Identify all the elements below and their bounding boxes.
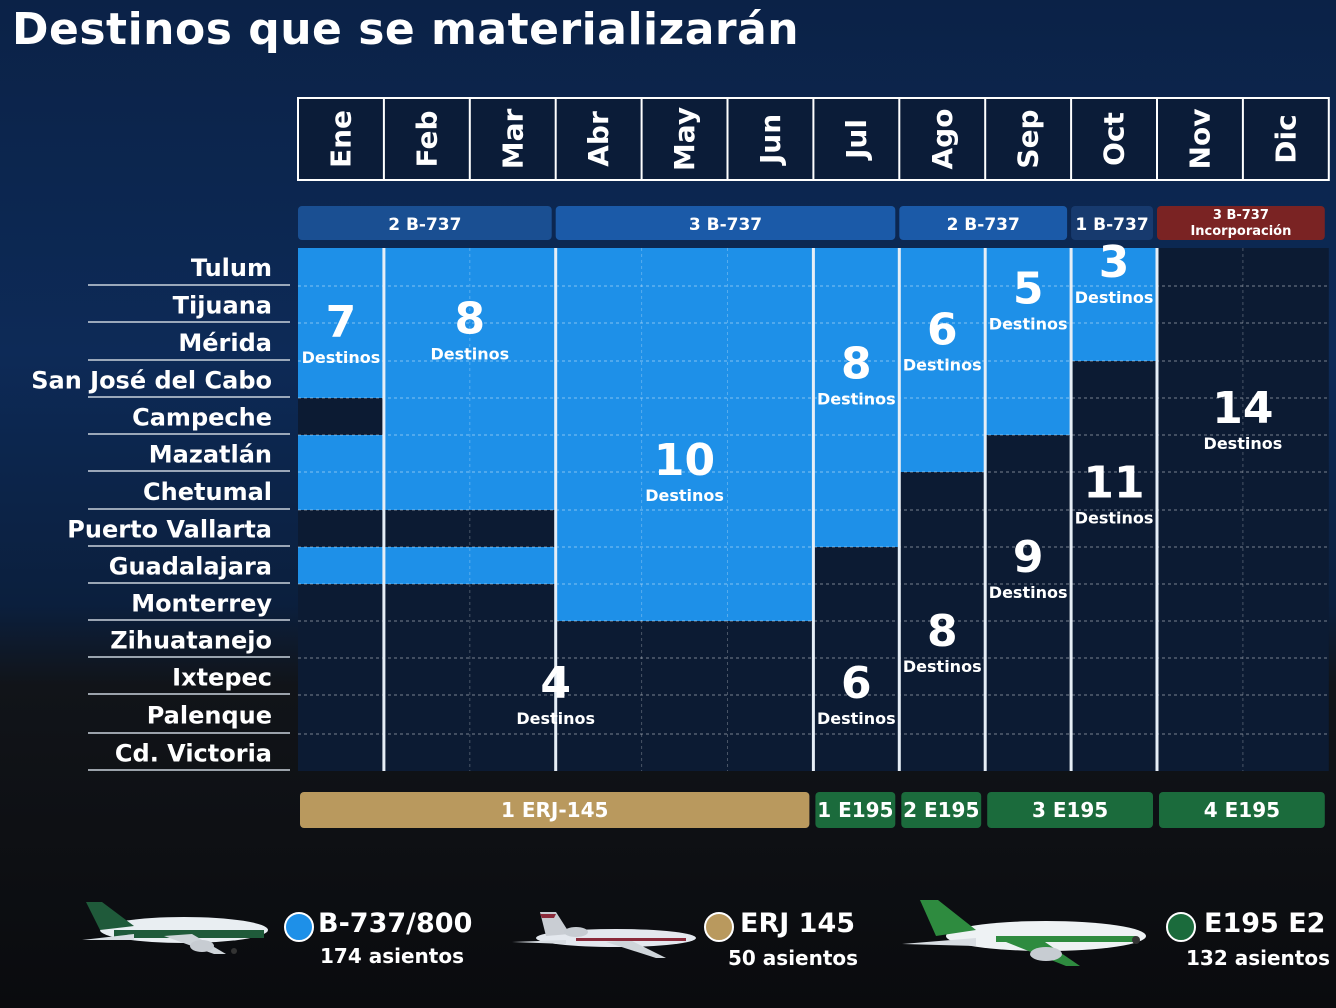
destination-count-label: Destinos xyxy=(1075,288,1154,307)
schedule-cell xyxy=(298,248,384,398)
destination-count-label: Destinos xyxy=(903,356,982,375)
destination-count: 8 xyxy=(454,293,485,344)
destinations-chart: Ene Feb Mar Abr May Jun Jul Ago Sep Oct Nov Dic 2 B-… xyxy=(31,98,1329,828)
airplane-erj-icon xyxy=(512,912,696,958)
airplane-e195-icon xyxy=(902,900,1146,966)
legend-name: B-737/800 xyxy=(318,908,473,939)
month-label: Ago xyxy=(926,109,959,170)
legend-name: ERJ 145 xyxy=(740,908,856,939)
fleet-label: 3 E195 xyxy=(1032,798,1108,822)
destination-count-label: Destinos xyxy=(1075,508,1154,527)
destination-label: Campeche xyxy=(132,404,272,432)
page-title: Destinos que se materializarán xyxy=(12,4,800,55)
fleet-bar-bottom xyxy=(901,792,982,828)
destination-count: 8 xyxy=(841,339,872,390)
destination-count-label: Destinos xyxy=(989,583,1068,602)
destination-label: San José del Cabo xyxy=(31,367,272,395)
destination-label: Puerto Vallarta xyxy=(67,516,272,544)
schedule-cell xyxy=(298,547,384,584)
fleet-bar-top xyxy=(298,206,552,240)
fleet-label: 1 B-737 xyxy=(1075,215,1148,235)
airplane-aeromexico-icon xyxy=(82,902,268,954)
destination-count: 6 xyxy=(927,305,958,356)
destination-count-label: Destinos xyxy=(430,344,509,363)
destination-label: Palenque xyxy=(147,702,272,730)
destination-label: Monterrey xyxy=(131,590,272,618)
month-label: Abr xyxy=(582,111,615,167)
destination-label: Guadalajara xyxy=(109,553,272,581)
fleet-label: 4 E195 xyxy=(1204,798,1280,822)
destination-count-label: Destinos xyxy=(903,657,982,676)
fleet-label: 2 B-737 xyxy=(947,215,1020,235)
destination-label: Chetumal xyxy=(143,478,272,506)
destination-count: 11 xyxy=(1083,457,1144,508)
fleet-label: 3 B-737 xyxy=(689,215,762,235)
legend-seats: 174 asientos xyxy=(320,944,464,968)
legend-seats: 50 asientos xyxy=(728,946,859,970)
fleet-bar-bottom xyxy=(300,792,810,828)
fleet-label: 1 E195 xyxy=(817,798,893,822)
destination-count: 9 xyxy=(1013,532,1044,583)
destination-label: Mazatlán xyxy=(149,441,272,469)
destination-count: 4 xyxy=(540,658,571,709)
destination-label: Ixtepec xyxy=(172,664,272,692)
fleet-label: 2 B-737 xyxy=(388,215,461,235)
month-label: Feb xyxy=(410,110,443,167)
destination-count-label: Destinos xyxy=(817,390,896,409)
month-label: Sep xyxy=(1012,109,1045,168)
fleet-bar-bottom xyxy=(1159,792,1325,828)
destination-count: 10 xyxy=(654,435,715,486)
destination-count-label: Destinos xyxy=(302,348,381,367)
destination-count-label: Destinos xyxy=(645,486,724,505)
month-label: Jun xyxy=(754,114,787,166)
schedule-cell xyxy=(985,248,1072,435)
fleet-bar-top xyxy=(1071,206,1153,240)
destination-count-label: Destinos xyxy=(516,709,595,728)
e195-legend-dot xyxy=(1166,912,1196,942)
schedule-cell xyxy=(555,248,814,621)
month-label: Jul xyxy=(840,119,873,161)
fleet-label: 1 ERJ-145 xyxy=(501,798,608,822)
destination-count-label: Destinos xyxy=(1204,434,1283,453)
destination-count: 14 xyxy=(1212,383,1273,434)
fleet-sublabel: Incorporación xyxy=(1190,224,1291,239)
erj-legend-dot xyxy=(704,912,734,942)
legend-name: E195 E2 xyxy=(1204,908,1326,939)
month-label: Oct xyxy=(1098,112,1131,166)
schedule-cell xyxy=(383,547,556,584)
destination-count: 3 xyxy=(1099,237,1130,288)
month-label: May xyxy=(668,107,701,171)
month-label: Nov xyxy=(1183,109,1216,170)
fleet-label: 2 E195 xyxy=(903,798,979,822)
destination-count: 5 xyxy=(1013,264,1044,315)
schedule-cell xyxy=(813,248,900,547)
schedule-cell xyxy=(383,248,556,510)
destination-label: Tijuana xyxy=(173,292,272,320)
destination-count: 6 xyxy=(841,658,872,709)
month-label: Dic xyxy=(1269,114,1302,163)
schedule-cell xyxy=(899,248,986,472)
b737-legend-dot xyxy=(284,912,314,942)
destination-count: 7 xyxy=(326,297,357,348)
fleet-bar-bottom xyxy=(815,792,896,828)
month-label: Mar xyxy=(496,109,529,170)
fleet-bar-bottom xyxy=(987,792,1153,828)
destination-count: 8 xyxy=(927,606,958,657)
month-label: Ene xyxy=(324,110,357,168)
fleet-bar-top xyxy=(1157,206,1325,240)
schedule-cell xyxy=(1071,248,1157,361)
schedule-cell xyxy=(298,435,384,510)
destination-label: Cd. Victoria xyxy=(115,740,272,768)
fleet-bar-top xyxy=(555,206,896,240)
destination-label: Mérida xyxy=(178,329,272,357)
destination-count-label: Destinos xyxy=(989,315,1068,334)
fleet-label: 3 B-737 xyxy=(1213,208,1269,223)
destination-label: Tulum xyxy=(191,254,272,282)
legend-seats: 132 asientos xyxy=(1186,946,1330,970)
destination-count-label: Destinos xyxy=(817,709,896,728)
destination-label: Zihuatanejo xyxy=(110,627,272,655)
fleet-bar-top xyxy=(899,206,1068,240)
